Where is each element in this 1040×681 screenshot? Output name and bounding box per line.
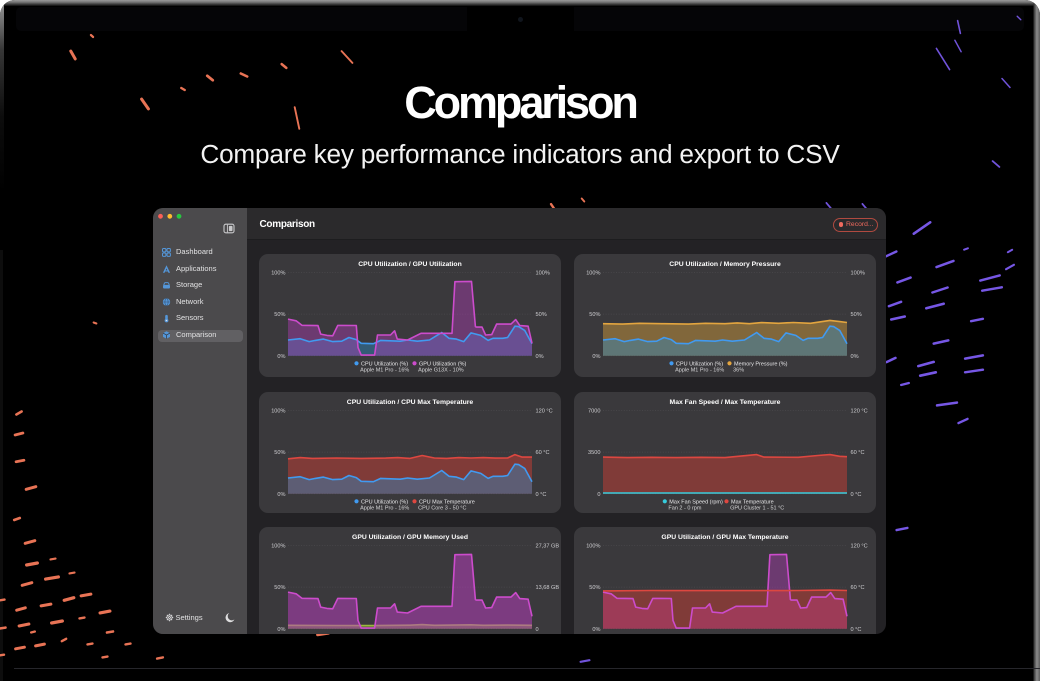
svg-text:Max Temperature: Max Temperature	[731, 499, 774, 505]
svg-text:GPU Cluster 1 - 51 °C: GPU Cluster 1 - 51 °C	[730, 505, 784, 511]
svg-text:Apple M1 Pro - 16%: Apple M1 Pro - 16%	[360, 368, 409, 374]
svg-text:0%: 0%	[277, 491, 285, 497]
svg-text:50%: 50%	[274, 312, 285, 318]
svg-text:Apple M1 Pro - 16%: Apple M1 Pro - 16%	[360, 505, 409, 511]
svg-text:0%: 0%	[851, 354, 859, 360]
svg-text:Max Fan Speed / Max Temperatur: Max Fan Speed / Max Temperature	[670, 399, 781, 406]
svg-text:0%: 0%	[277, 627, 285, 633]
svg-text:Max Fan Speed (rpm): Max Fan Speed (rpm)	[669, 499, 723, 505]
svg-text:100%: 100%	[851, 271, 865, 277]
svg-text:50%: 50%	[536, 312, 547, 318]
svg-text:0 °C: 0 °C	[536, 491, 547, 497]
svg-text:0: 0	[597, 491, 600, 497]
svg-text:GPU Utilization / GPU Max Temp: GPU Utilization / GPU Max Temperature	[661, 534, 788, 541]
svg-text:50%: 50%	[851, 312, 862, 318]
svg-text:Memory Pressure (%): Memory Pressure (%)	[734, 361, 788, 367]
svg-text:50%: 50%	[274, 585, 285, 591]
svg-text:100%: 100%	[586, 544, 600, 550]
svg-text:120 °C: 120 °C	[536, 408, 553, 414]
svg-text:Fan 2 - 0 rpm: Fan 2 - 0 rpm	[668, 505, 701, 511]
svg-text:0%: 0%	[277, 354, 285, 360]
svg-text:50%: 50%	[589, 312, 600, 318]
svg-text:CPU Utilization / Memory Press: CPU Utilization / Memory Pressure	[669, 261, 781, 268]
svg-text:CPU Utilization (%): CPU Utilization (%)	[676, 361, 723, 367]
svg-text:50%: 50%	[274, 450, 285, 456]
svg-text:0: 0	[536, 627, 539, 633]
svg-text:120 °C: 120 °C	[851, 408, 868, 414]
svg-text:27,37 GB: 27,37 GB	[536, 544, 560, 550]
svg-text:0 °C: 0 °C	[851, 627, 862, 633]
svg-text:GPU Utilization (%): GPU Utilization (%)	[419, 361, 467, 367]
svg-text:50%: 50%	[589, 585, 600, 591]
svg-text:120 °C: 120 °C	[851, 544, 868, 550]
svg-text:60 °C: 60 °C	[851, 585, 865, 591]
svg-text:100%: 100%	[271, 271, 285, 277]
svg-text:3500: 3500	[588, 450, 600, 456]
svg-text:13,68 GB: 13,68 GB	[536, 585, 560, 591]
svg-text:36%: 36%	[733, 368, 744, 374]
svg-text:0%: 0%	[592, 354, 600, 360]
svg-text:0%: 0%	[536, 354, 544, 360]
svg-text:Apple G13X - 10%: Apple G13X - 10%	[418, 368, 464, 374]
svg-text:60 °C: 60 °C	[851, 450, 865, 456]
svg-text:7000: 7000	[588, 408, 600, 414]
svg-text:CPU Utilization (%): CPU Utilization (%)	[361, 361, 408, 367]
svg-text:0%: 0%	[592, 627, 600, 633]
svg-text:CPU Core 3 - 50 °C: CPU Core 3 - 50 °C	[418, 505, 466, 511]
svg-text:Apple M1 Pro - 16%: Apple M1 Pro - 16%	[675, 368, 724, 374]
svg-text:CPU Max Temperature: CPU Max Temperature	[419, 499, 475, 505]
svg-text:60 °C: 60 °C	[536, 450, 550, 456]
svg-text:CPU Utilization / GPU Utilizat: CPU Utilization / GPU Utilization	[358, 261, 461, 268]
svg-text:100%: 100%	[271, 544, 285, 550]
svg-text:CPU Utilization (%): CPU Utilization (%)	[361, 499, 408, 505]
svg-text:CPU Utilization / CPU Max Temp: CPU Utilization / CPU Max Temperature	[347, 399, 474, 406]
svg-text:0 °C: 0 °C	[851, 491, 862, 497]
svg-text:100%: 100%	[586, 271, 600, 277]
svg-text:GPU Utilization / GPU Memory U: GPU Utilization / GPU Memory Used	[352, 534, 468, 541]
svg-text:100%: 100%	[271, 408, 285, 414]
svg-text:100%: 100%	[536, 271, 550, 277]
